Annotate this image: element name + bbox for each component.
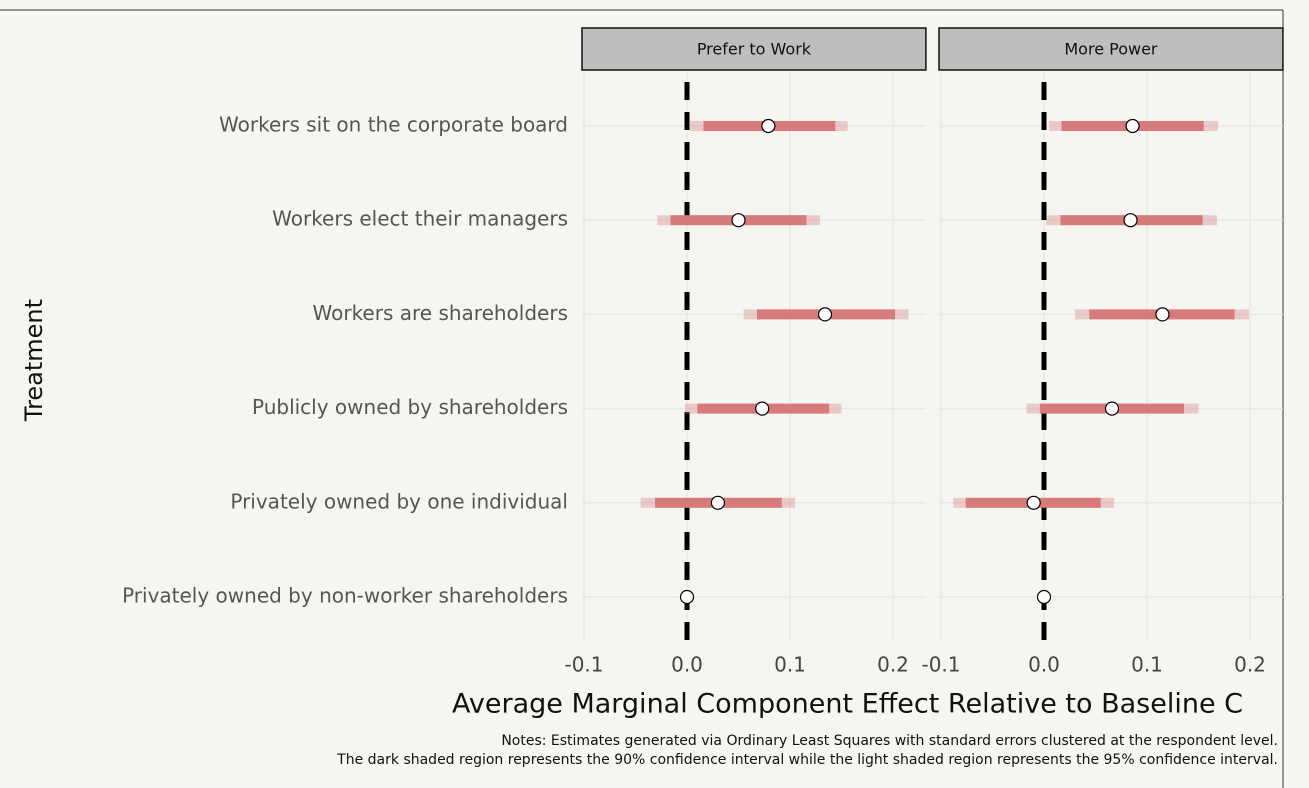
x-tick-label: -0.1 [921,653,960,677]
y-axis-label: Treatment [20,299,48,422]
note: Notes: Estimates generated via Ordinary … [501,733,1278,749]
point [761,118,776,134]
category-label: Privately owned by one individual [230,489,568,513]
point [1123,213,1138,228]
x-tick-label: 0.1 [1131,653,1163,677]
strip [938,27,1284,71]
point [1104,401,1120,416]
category-label: Publicly owned by shareholders [252,395,568,419]
note: The dark shaded region represents the 90… [336,752,1278,768]
point [755,401,770,416]
panel-title: Prefer to Work [697,40,812,59]
point [817,307,833,322]
x-tick-label: 0.2 [1234,653,1266,677]
point [679,589,695,605]
x-tick-label: 0.0 [671,653,703,677]
x-tick-label: 0.0 [1028,653,1060,677]
x-tick-label: 0.2 [877,653,909,677]
point [1125,118,1140,134]
point [1155,307,1170,322]
point [731,213,746,228]
category-label: Workers are shareholders [313,301,569,325]
point [1036,589,1052,605]
category-label: Workers elect their managers [272,207,568,231]
category-label: Workers sit on the corporate board [219,113,568,137]
x-tick-label: 0.1 [774,653,806,677]
strip [581,27,927,71]
point [710,495,726,510]
point [1026,495,1041,510]
x-tick-label: -0.1 [564,653,603,677]
panel-title: More Power [1064,40,1158,59]
x-axis-label: Average Marginal Component Effect Relati… [452,689,1243,720]
category-label: Privately owned by non-worker shareholde… [122,584,568,608]
